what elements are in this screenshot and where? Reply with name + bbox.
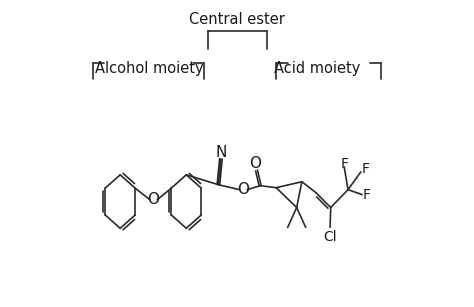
- Text: Cl: Cl: [323, 230, 337, 244]
- Text: O: O: [237, 182, 249, 197]
- Text: F: F: [340, 157, 348, 171]
- Text: O: O: [147, 192, 160, 207]
- Text: Alcohol moiety: Alcohol moiety: [95, 61, 203, 76]
- Text: Acid moiety: Acid moiety: [274, 61, 360, 76]
- Text: N: N: [216, 145, 228, 160]
- Text: Central ester: Central ester: [189, 12, 285, 27]
- Text: F: F: [361, 162, 369, 176]
- Text: O: O: [249, 156, 261, 171]
- Text: F: F: [363, 188, 371, 202]
